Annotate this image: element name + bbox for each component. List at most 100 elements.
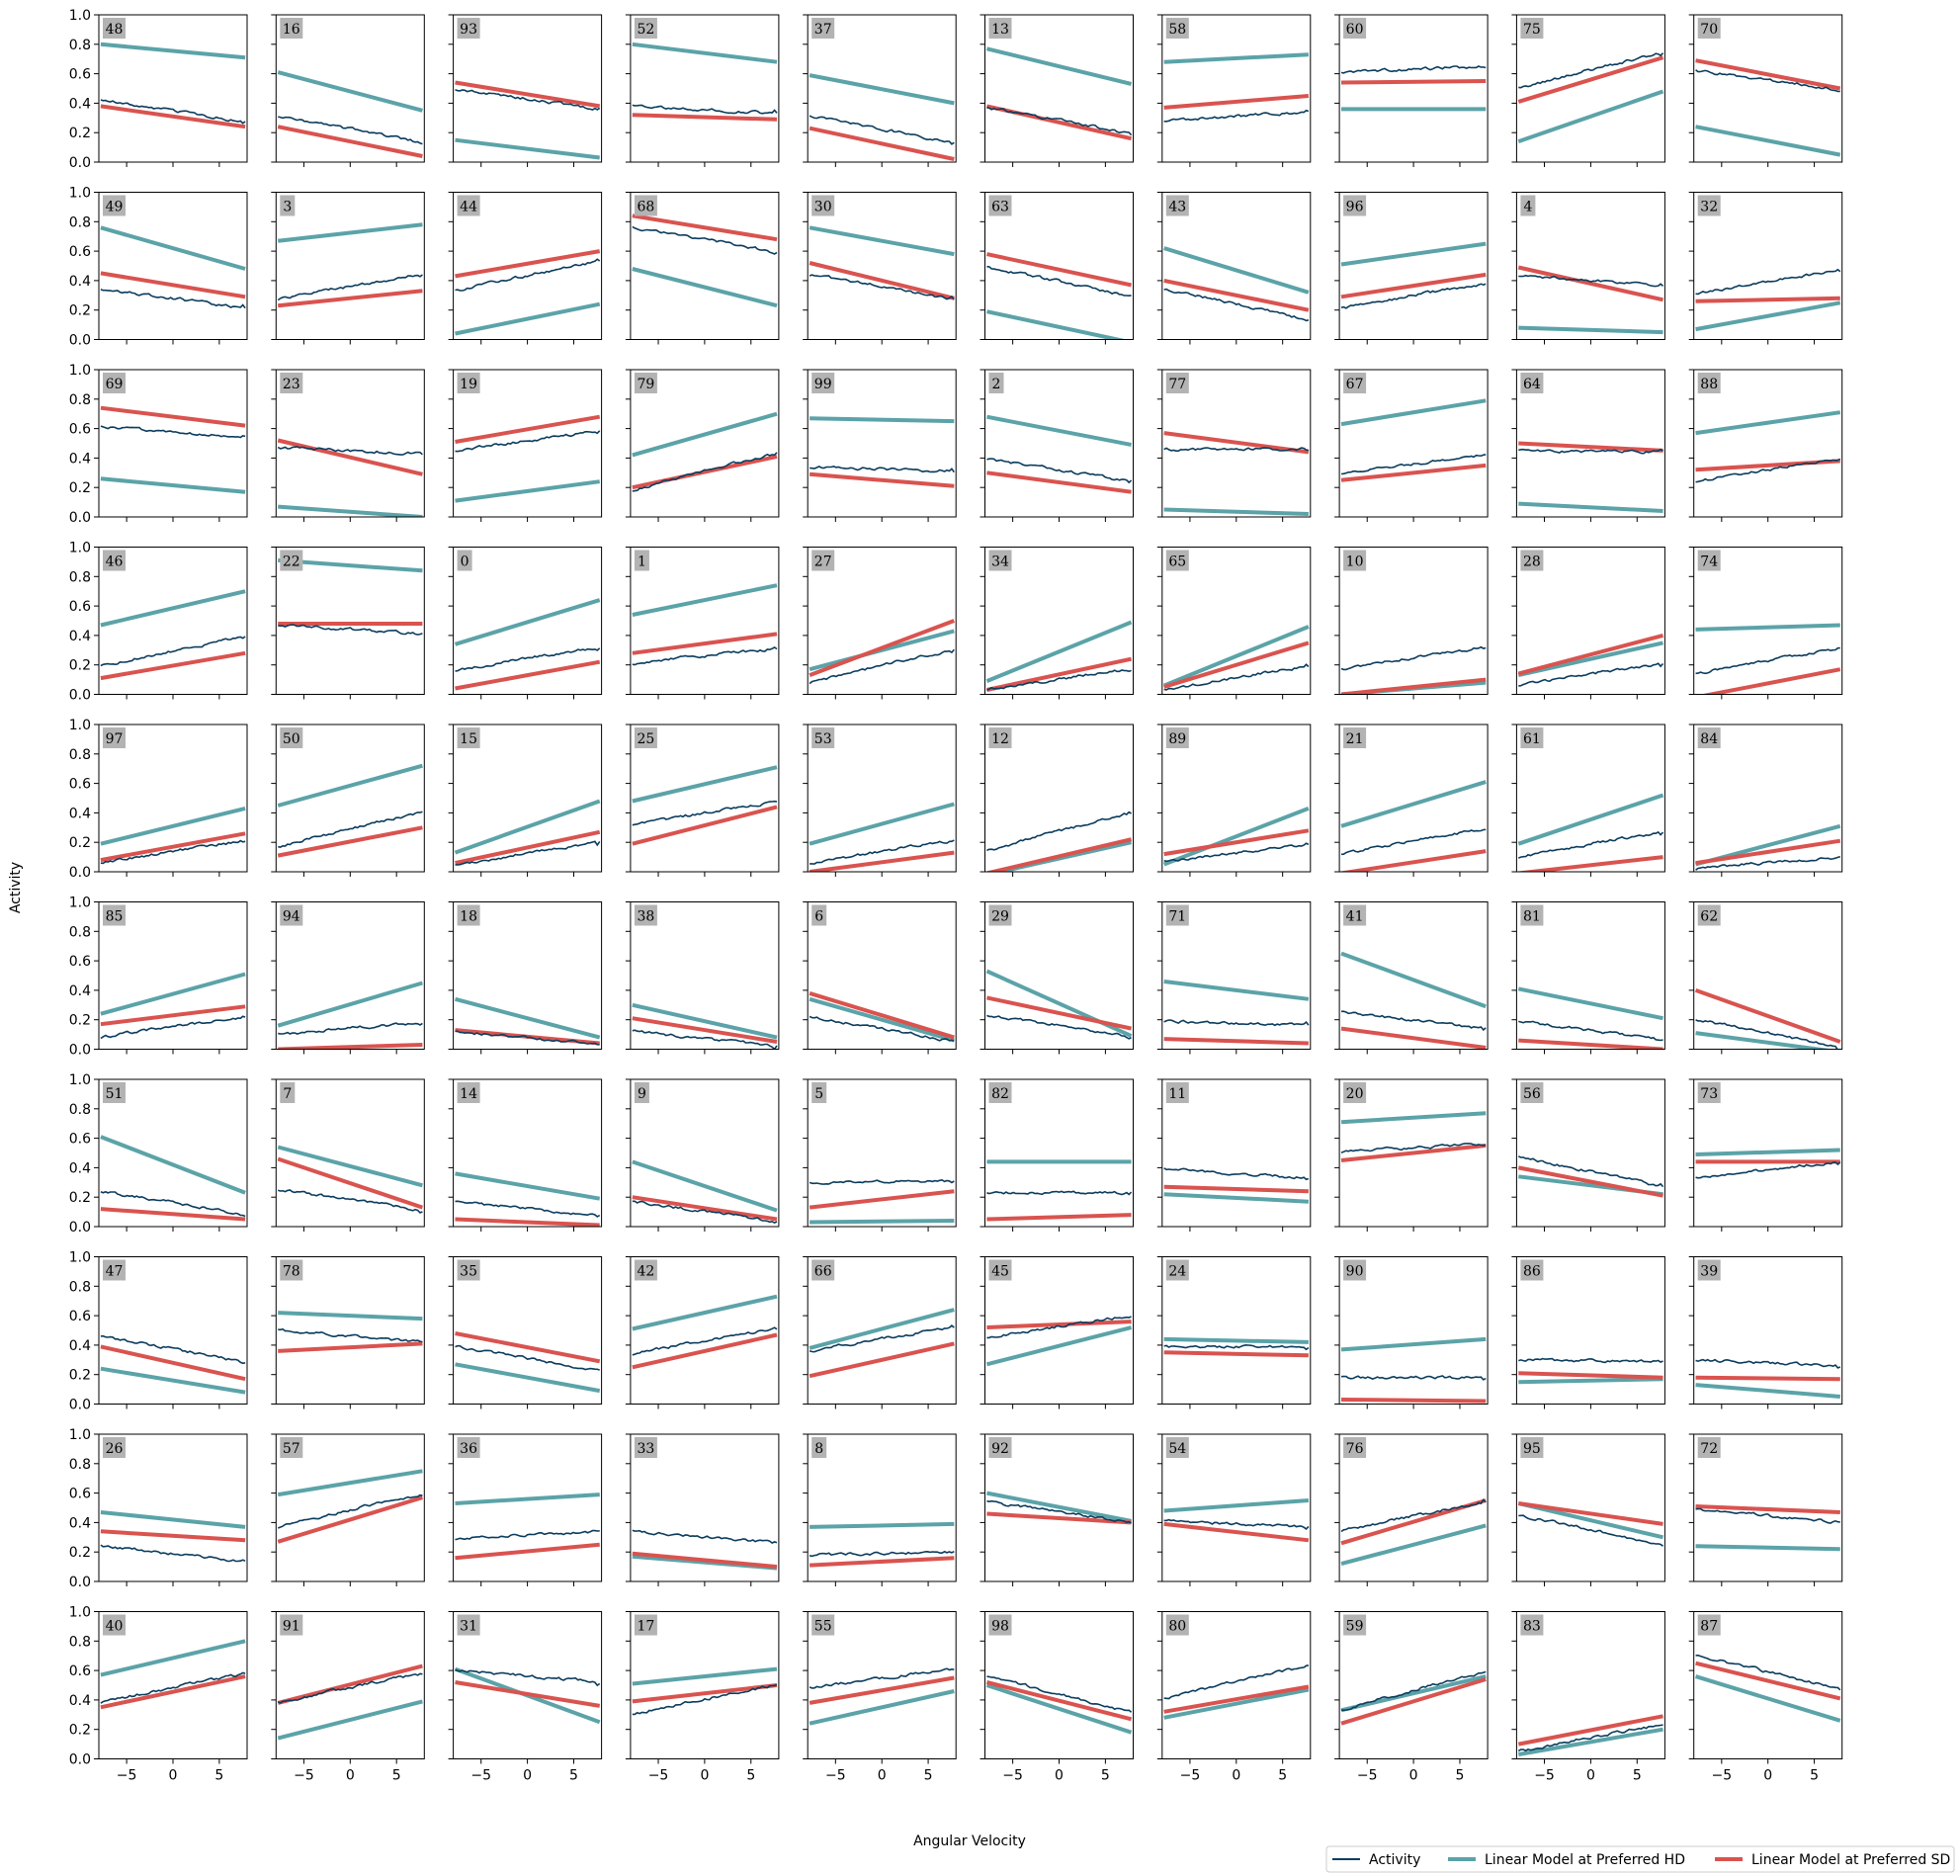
panel-plot-area [1163,1336,1310,1358]
panel-33: 33 [625,1433,780,1586]
panel-id-label: 15 [460,731,477,747]
hd-model-line [1695,1544,1840,1552]
panel-id-badge [103,373,126,393]
panel-id-label: 93 [460,22,477,38]
panel-plot-area [1340,398,1487,482]
sd-model-line [1518,855,1663,872]
hd-model-line [1517,89,1664,143]
panel-29: 29 [980,901,1134,1055]
panel-id-label: 17 [637,1619,654,1635]
panel-plot-area [1340,645,1487,695]
panel-plot-area [100,405,246,494]
panel-id-label: 27 [814,554,832,570]
activity-trace [278,1327,423,1343]
y-tick-label: 0.4 [69,1693,91,1709]
panel-id-label: 54 [1168,1441,1186,1457]
panel-plot-area [985,46,1133,141]
panel-id-badge [1343,18,1367,39]
panel-plot-area [809,1178,955,1225]
activity-trace [1517,1724,1663,1752]
panel-id-badge [988,195,1012,216]
panel-plot-area [1695,410,1841,483]
sd-model-line [1694,988,1841,1044]
activity-trace [1340,65,1487,74]
panel-plot-area [1695,1358,1841,1399]
panel-21: 21 [1334,724,1489,877]
sd-model-line [1518,1038,1663,1050]
activity-trace [1163,288,1310,322]
activity-trace [1340,645,1487,671]
panel-10: 10 [1334,547,1489,700]
activity-trace [1695,646,1840,675]
hd-model-line [455,301,601,336]
y-tick-label: 0.8 [69,1102,91,1118]
panel-5: 5 [803,1078,957,1232]
panel-id-label: 21 [1346,731,1364,747]
activity-trace [809,1015,955,1043]
panel-id-label: 39 [1700,1264,1718,1280]
panel-plot-area [986,1491,1132,1525]
sd-model-line [455,1542,600,1561]
panel-id-badge [457,550,472,571]
panel-8: 8 [803,1433,957,1586]
panel-id-label: 86 [1523,1264,1541,1280]
panel-plot-area [1163,1498,1310,1543]
y-tick-label: 0.4 [69,451,91,467]
panel-id-label: 52 [637,22,654,38]
panel-64: 64 [1511,369,1665,522]
activity-trace [1340,1143,1487,1153]
hd-model-line [809,1689,955,1726]
panel-plot-area [985,252,1133,340]
panel-plot-area [277,1145,424,1214]
y-tick-label: 0.6 [69,1309,91,1324]
panel-id-badge [457,904,480,926]
panel-61: 61 [1511,724,1665,877]
hd-model-line [100,972,246,1016]
activity-trace [632,800,778,826]
activity-trace [986,669,1132,692]
panel-2: 2 [980,369,1134,522]
hd-model-line [1163,52,1310,64]
panel-plot-area [277,1663,423,1741]
panel-id-label: 3 [283,200,292,215]
x-tick-label: 5 [214,1768,223,1784]
panel-plot-area [632,1002,778,1050]
sd-model-line [1163,1684,1310,1714]
activity-trace [455,1200,601,1218]
sd-model-line [632,1551,778,1570]
sd-model-line [985,995,1133,1031]
panel-id-label: 92 [991,1441,1009,1457]
y-tick-label: 0.4 [69,1338,91,1354]
panel-id-badge [1697,904,1721,926]
panel-plot-area [1695,1504,1840,1552]
panel-plot-area [1163,980,1310,1046]
hd-model-line [810,1521,955,1529]
hd-model-line [809,996,955,1043]
y-tick-label: 0.0 [69,1752,91,1768]
activity-trace [809,648,955,685]
panel-id-badge [280,18,303,39]
hd-model-line [1517,1727,1663,1756]
panel-id-badge [1697,1259,1721,1281]
panel-51: 0.0 0.2 0.4 0.6 0.8 1.0 51 [69,1072,248,1236]
panel-id-label: 13 [991,22,1009,38]
panel-41: 41 [1334,901,1489,1055]
sd-model-line [100,271,246,299]
sd-model-line [1340,79,1487,85]
panel-plot-area [1517,265,1664,335]
hd-model-line [632,1666,778,1686]
panel-46: 0.0 0.2 0.4 0.6 0.8 1.0 46 [69,541,248,704]
sd-model-line [100,1207,246,1222]
sd-model-line [1163,1184,1309,1194]
activity-trace [986,810,1133,852]
y-tick-label: 0.8 [69,38,91,53]
activity-trace [1340,1670,1487,1712]
y-tick-label: 0.4 [69,1160,91,1176]
y-tick-label: 0.0 [69,1220,91,1236]
panel-18: 18 [448,901,603,1055]
hd-model-line [1163,507,1309,516]
y-tick-label: 0.2 [69,1190,91,1206]
activity-trace [1518,274,1664,288]
x-tick-label: −5 [1712,1768,1733,1784]
